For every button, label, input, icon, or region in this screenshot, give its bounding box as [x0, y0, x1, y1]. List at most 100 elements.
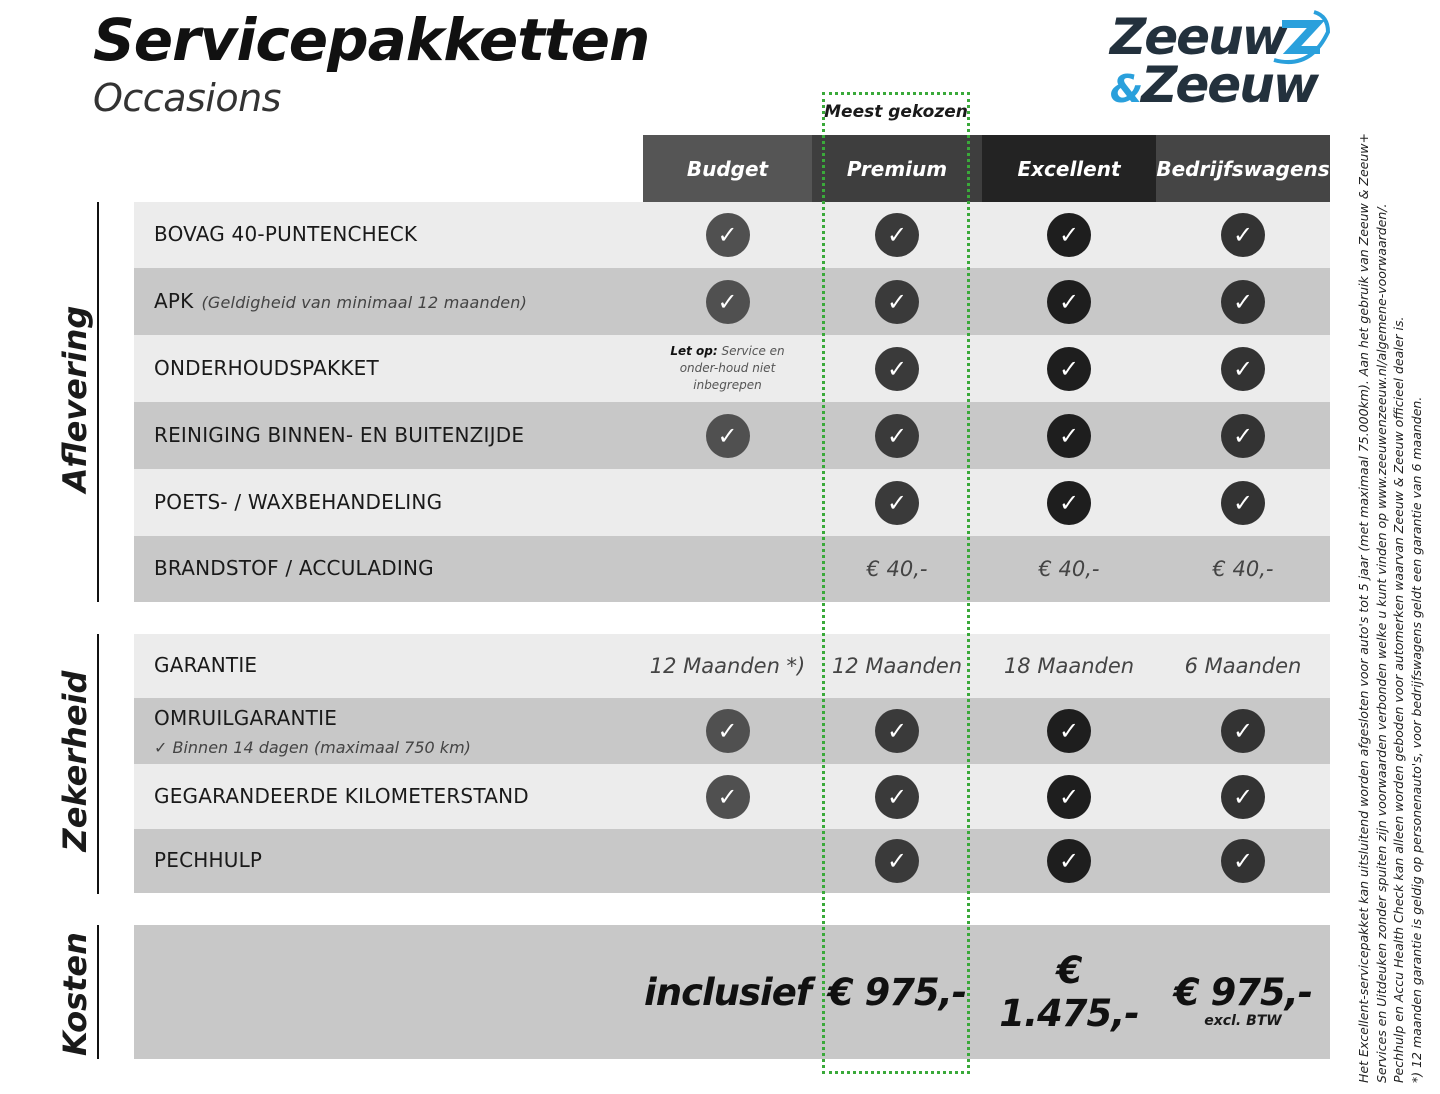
table-row: REINIGING BINNEN- EN BUITENZIJDE ✓ ✓ ✓ ✓	[134, 402, 1330, 469]
cell-bedrijfswagens: ✓	[1156, 829, 1330, 893]
cell-excellent: ✓	[982, 402, 1156, 469]
table-row: POETS- / WAXBEHANDELING ✓ ✓ ✓	[134, 469, 1330, 536]
footnotes: Het Excellent-servicepakket kan uitsluit…	[1355, 133, 1425, 1084]
row-label: REINIGING BINNEN- EN BUITENZIJDE	[154, 423, 524, 447]
row-label: BOVAG 40-PUNTENCHECK	[154, 222, 417, 246]
cell-premium: 12 Maanden	[812, 634, 982, 698]
column-header-excellent: Excellent	[982, 135, 1156, 202]
cell-premium: ✓	[812, 698, 982, 764]
cell-bedrijfswagens: ✓	[1156, 335, 1330, 402]
page-subtitle: Occasions	[93, 76, 281, 120]
cell-value: € 40,-	[1212, 557, 1274, 581]
row-label: PECHHULP	[154, 848, 262, 872]
check-icon: ✓	[1221, 709, 1265, 753]
footnote: Het Excellent-servicepakket kan uitsluit…	[1356, 133, 1371, 1083]
cell-value: 18 Maanden	[1003, 654, 1135, 678]
cell-budget	[643, 829, 812, 893]
zeeuw-logo: Zeeuw &Zeeuw	[1110, 8, 1335, 114]
section-zekerheid: Zekerheid	[56, 670, 94, 852]
cell-excellent: ✓	[982, 268, 1156, 335]
cell-bedrijfswagens: 6 Maanden	[1156, 634, 1330, 698]
table-row: PECHHULP ✓ ✓ ✓	[134, 829, 1330, 893]
row-label: GARANTIE	[154, 653, 257, 677]
cost-budget: inclusief	[643, 925, 812, 1059]
cost-bedrijfswagens: € 975,- excl. BTW	[1156, 925, 1330, 1059]
cell-premium: € 40,-	[812, 536, 982, 602]
cell-bedrijfswagens: ✓	[1156, 202, 1330, 268]
check-icon: ✓	[1047, 709, 1091, 753]
cell-budget: ✓	[643, 764, 812, 829]
cell-excellent: ✓	[982, 469, 1156, 536]
check-icon: ✓	[875, 709, 919, 753]
row-label-note: (Geldigheid van minimaal 12 maanden)	[201, 292, 528, 312]
section-divider	[97, 925, 99, 1059]
price-value: inclusief	[644, 970, 812, 1014]
table-row: GARANTIE 12 Maanden *) 12 Maanden 18 Maande…	[134, 634, 1330, 698]
section-kosten: Kosten	[56, 932, 94, 1056]
cell-excellent: ✓	[982, 698, 1156, 764]
cell-premium: ✓	[812, 829, 982, 893]
check-icon: ✓	[1221, 839, 1265, 883]
row-label: OMRUILGARANTIE	[154, 706, 337, 730]
check-icon: ✓	[875, 213, 919, 257]
check-icon: ✓	[875, 346, 919, 391]
budget-note: Let op: Service en onder-houd niet inbeg…	[653, 343, 803, 394]
price-value: € 1.475,-	[999, 949, 1139, 1035]
z-swoosh-icon	[1273, 10, 1331, 65]
section-divider	[97, 634, 99, 894]
cell-value: 12 Maanden	[831, 654, 963, 678]
check-icon: ✓	[875, 279, 919, 324]
cell-budget: ✓	[643, 268, 812, 335]
row-label: APK (Geldigheid van minimaal 12 maanden)	[154, 289, 527, 313]
table-row: ONDERHOUDSPAKKET Let op: Service en onder…	[134, 335, 1330, 402]
check-icon: ✓	[1221, 774, 1265, 819]
check-icon: ✓	[1221, 213, 1265, 257]
cell-budget: Let op: Service en onder-houd niet inbeg…	[643, 335, 812, 402]
cell-value: 12 Maanden *)	[649, 654, 806, 678]
cell-excellent: ✓	[982, 335, 1156, 402]
check-icon: ✓	[1047, 480, 1091, 525]
note-bold: Let op:	[670, 344, 718, 358]
section-aflevering: Aflevering	[56, 305, 94, 493]
cell-premium: ✓	[812, 335, 982, 402]
row-label: POETS- / WAXBEHANDELING	[154, 490, 442, 514]
costs-row: inclusief € 975,- € 1.475,- € 975,- excl. BT…	[134, 925, 1330, 1059]
cell-bedrijfswagens: ✓	[1156, 469, 1330, 536]
cost-premium: € 975,-	[812, 925, 982, 1059]
row-label-text: BOVAG 40-PUNTENCHECK	[154, 222, 418, 246]
cell-excellent: ✓	[982, 202, 1156, 268]
row-label-text: GARANTIE	[154, 653, 258, 677]
row-label-text: PECHHULP	[154, 848, 263, 872]
cell-budget: ✓	[643, 202, 812, 268]
row-label: GEGARANDEERDE KILOMETERSTAND	[154, 784, 529, 808]
cell-premium: ✓	[812, 469, 982, 536]
cell-budget: 12 Maanden *)	[643, 634, 812, 698]
cell-bedrijfswagens: ✓	[1156, 268, 1330, 335]
table-row: BOVAG 40-PUNTENCHECK ✓ ✓ ✓ ✓	[134, 202, 1330, 268]
table-row: OMRUILGARANTIE ✓ Binnen 14 dagen (maximaa…	[134, 698, 1330, 764]
cost-excellent: € 1.475,-	[982, 925, 1156, 1059]
check-icon: ✓	[1047, 413, 1091, 458]
check-icon: ✓	[705, 213, 750, 257]
check-icon: ✓	[1221, 279, 1265, 324]
check-icon: ✓	[1047, 774, 1091, 819]
note-text: Service en onder-houd niet inbegrepen	[679, 344, 785, 392]
cell-budget: ✓	[643, 698, 812, 764]
table-row: GEGARANDEERDE KILOMETERSTAND ✓ ✓ ✓ ✓	[134, 764, 1330, 829]
cell-value: 6 Maanden	[1184, 654, 1302, 678]
row-label-text: APK	[154, 288, 194, 313]
check-icon: ✓	[705, 279, 750, 324]
cell-premium: ✓	[812, 268, 982, 335]
cell-excellent: ✓	[982, 829, 1156, 893]
cell-premium: ✓	[812, 202, 982, 268]
check-icon: ✓	[1047, 279, 1091, 324]
check-icon: ✓	[705, 774, 750, 819]
check-icon: ✓	[1047, 839, 1091, 883]
check-icon: ✓	[705, 413, 750, 458]
footnote: Pechhulp en Accu Health Check kan alleen…	[1391, 316, 1406, 1084]
check-icon: ✓	[1047, 346, 1091, 391]
check-icon: ✓	[1221, 480, 1265, 525]
cell-bedrijfswagens: ✓	[1156, 402, 1330, 469]
row-label-text: REINIGING BINNEN- EN BUITENZIJDE	[154, 422, 525, 447]
footnote: *) 12 maanden garantie is geldig op pers…	[1408, 396, 1424, 1083]
